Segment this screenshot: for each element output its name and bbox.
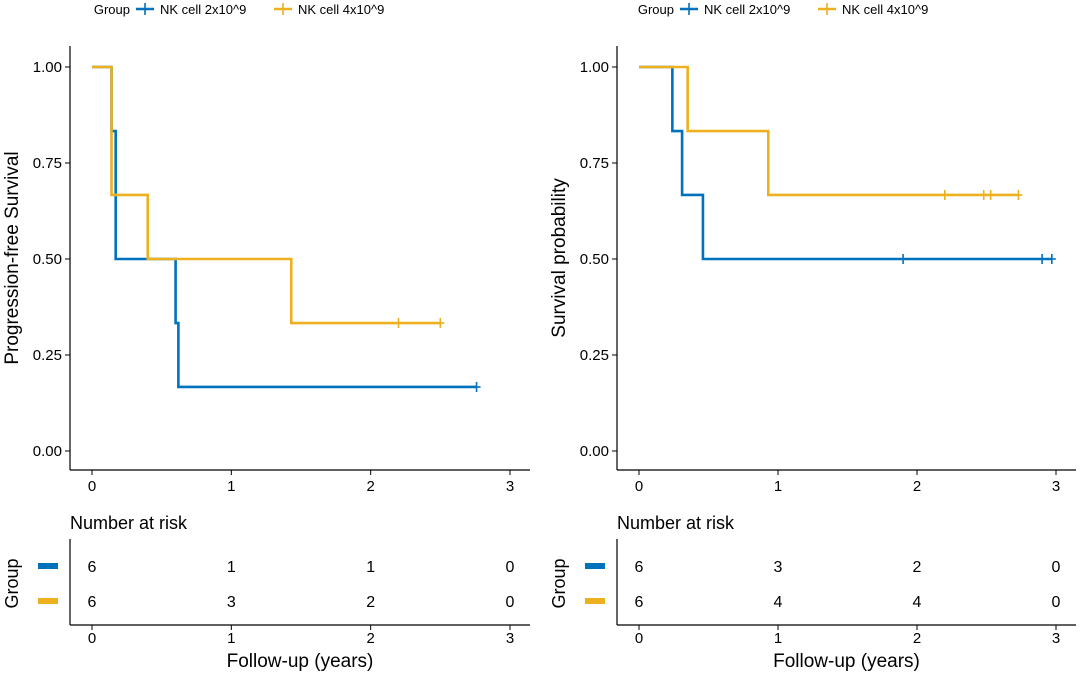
- y-tick-label: 1.00: [33, 59, 62, 76]
- legend-label-2: NK cell 4x10^9: [298, 2, 384, 17]
- y-tick-label: 0.50: [33, 251, 62, 268]
- y-tick-label: 0.75: [580, 155, 609, 172]
- risk-x-tick-label: 2: [913, 630, 921, 647]
- x-axis-label: Follow-up (years): [773, 651, 920, 672]
- km-curve-1: [92, 65, 477, 389]
- x-tick-label: 3: [506, 478, 514, 495]
- risk-table-title: Number at risk: [617, 513, 735, 533]
- risk-x-tick-label: 1: [774, 630, 782, 647]
- x-tick-label: 1: [774, 478, 782, 495]
- risk-count: 1: [227, 559, 236, 576]
- y-tick-label: 0.25: [33, 347, 62, 364]
- risk-x-tick-label: 3: [506, 630, 514, 647]
- risk-count: 0: [506, 559, 515, 576]
- y-axis-label: Progression-free Survival: [2, 151, 23, 364]
- y-axis-label: Survival probability: [549, 178, 570, 338]
- risk-count: 6: [635, 559, 644, 576]
- risk-count: 2: [366, 594, 375, 611]
- km-curve-1: [639, 65, 1052, 261]
- risk-row-key-1: [38, 563, 58, 569]
- risk-count: 6: [88, 594, 97, 611]
- risk-count: 0: [1052, 594, 1061, 611]
- y-tick-label: 0.00: [580, 443, 609, 460]
- risk-count: 2: [913, 559, 922, 576]
- risk-count: 4: [913, 594, 922, 611]
- risk-count: 4: [774, 594, 783, 611]
- risk-count: 3: [227, 594, 236, 611]
- risk-table-group-label: Group: [549, 558, 569, 608]
- x-tick-label: 0: [88, 478, 96, 495]
- legend-label-2: NK cell 4x10^9: [842, 2, 928, 17]
- km-panel-1: Group NK cell 2x10^9 NK cell 4x10^9 0.00 0.2…: [2, 2, 530, 672]
- y-tick-label: 0.00: [33, 443, 62, 460]
- km-curve-2: [92, 65, 441, 325]
- risk-count: 1: [366, 559, 375, 576]
- legend-label-1: NK cell 2x10^9: [704, 2, 790, 17]
- legend-label-1: NK cell 2x10^9: [160, 2, 246, 17]
- risk-row-key-2: [585, 598, 605, 604]
- legend-title: Group: [94, 2, 130, 17]
- x-tick-label: 3: [1052, 478, 1060, 495]
- x-axis-label: Follow-up (years): [227, 651, 374, 672]
- legend-title: Group: [638, 2, 674, 17]
- risk-count: 3: [774, 559, 783, 576]
- risk-row-key-2: [38, 598, 58, 604]
- y-tick-label: 0.25: [580, 347, 609, 364]
- risk-x-tick-label: 3: [1052, 630, 1060, 647]
- km-panel-2: Group NK cell 2x10^9 NK cell 4x10^9 0.00 0.2…: [549, 2, 1076, 672]
- x-tick-label: 2: [913, 478, 921, 495]
- y-tick-label: 1.00: [580, 59, 609, 76]
- x-tick-label: 0: [635, 478, 643, 495]
- risk-count: 6: [88, 559, 97, 576]
- risk-count: 0: [1052, 559, 1061, 576]
- risk-row-key-1: [585, 563, 605, 569]
- risk-x-tick-label: 0: [88, 630, 96, 647]
- risk-count: 0: [506, 594, 515, 611]
- x-tick-label: 2: [366, 478, 374, 495]
- km-curve-2: [639, 65, 1019, 197]
- x-tick-label: 1: [227, 478, 235, 495]
- risk-x-tick-label: 0: [635, 630, 643, 647]
- risk-table-group-label: Group: [2, 558, 22, 608]
- y-tick-label: 0.50: [580, 251, 609, 268]
- risk-x-tick-label: 1: [227, 630, 235, 647]
- risk-x-tick-label: 2: [366, 630, 374, 647]
- risk-count: 6: [635, 594, 644, 611]
- risk-table-title: Number at risk: [70, 513, 188, 533]
- y-tick-label: 0.75: [33, 155, 62, 172]
